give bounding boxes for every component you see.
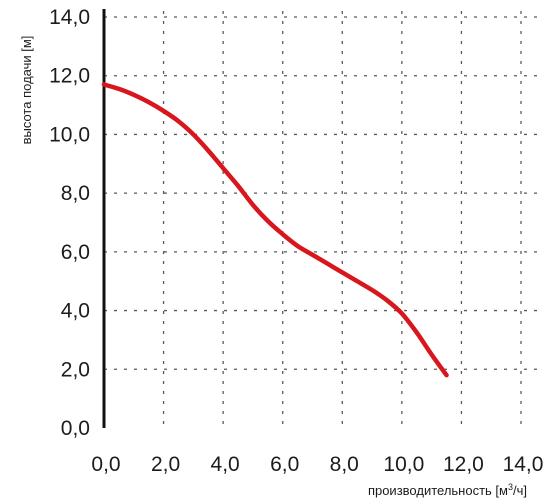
y-axis-label: высота подачи [м] <box>19 36 34 145</box>
x-tick-label: 4,0 <box>211 453 240 476</box>
y-tick-label: 6,0 <box>61 241 90 264</box>
x-axis-label: производительность [м3/ч] <box>368 482 527 498</box>
x-tick-label: 8,0 <box>330 453 359 476</box>
x-tick-label: 12,0 <box>443 453 484 476</box>
series-line-performance-curve <box>101 82 449 378</box>
y-tick-label: 8,0 <box>61 182 90 205</box>
x-tick-label: 2,0 <box>151 453 180 476</box>
x-tick-label: 0,0 <box>91 453 120 476</box>
tick-labels: 0,0 2,0 4,0 6,0 8,0 10,0 12,0 14,0 0,0 2,0 4,0 6,0 8… <box>49 6 543 476</box>
x-axis-label-unit: /ч] <box>513 483 527 498</box>
x-tick-label: 10,0 <box>383 453 424 476</box>
data-series <box>101 82 449 378</box>
y-tick-label: 14,0 <box>49 6 90 29</box>
y-tick-label: 2,0 <box>61 358 90 381</box>
x-axis-label-text: производительность [м <box>368 483 508 498</box>
x-tick-label: 6,0 <box>270 453 299 476</box>
y-tick-label: 4,0 <box>61 300 90 323</box>
x-tick-label: 14,0 <box>503 453 544 476</box>
y-tick-label: 10,0 <box>49 123 90 146</box>
grid-lines <box>104 11 539 428</box>
y-tick-label: 12,0 <box>49 65 90 88</box>
x-axis-label-superscript: 3 <box>508 482 513 492</box>
y-tick-label: 0,0 <box>61 417 90 440</box>
